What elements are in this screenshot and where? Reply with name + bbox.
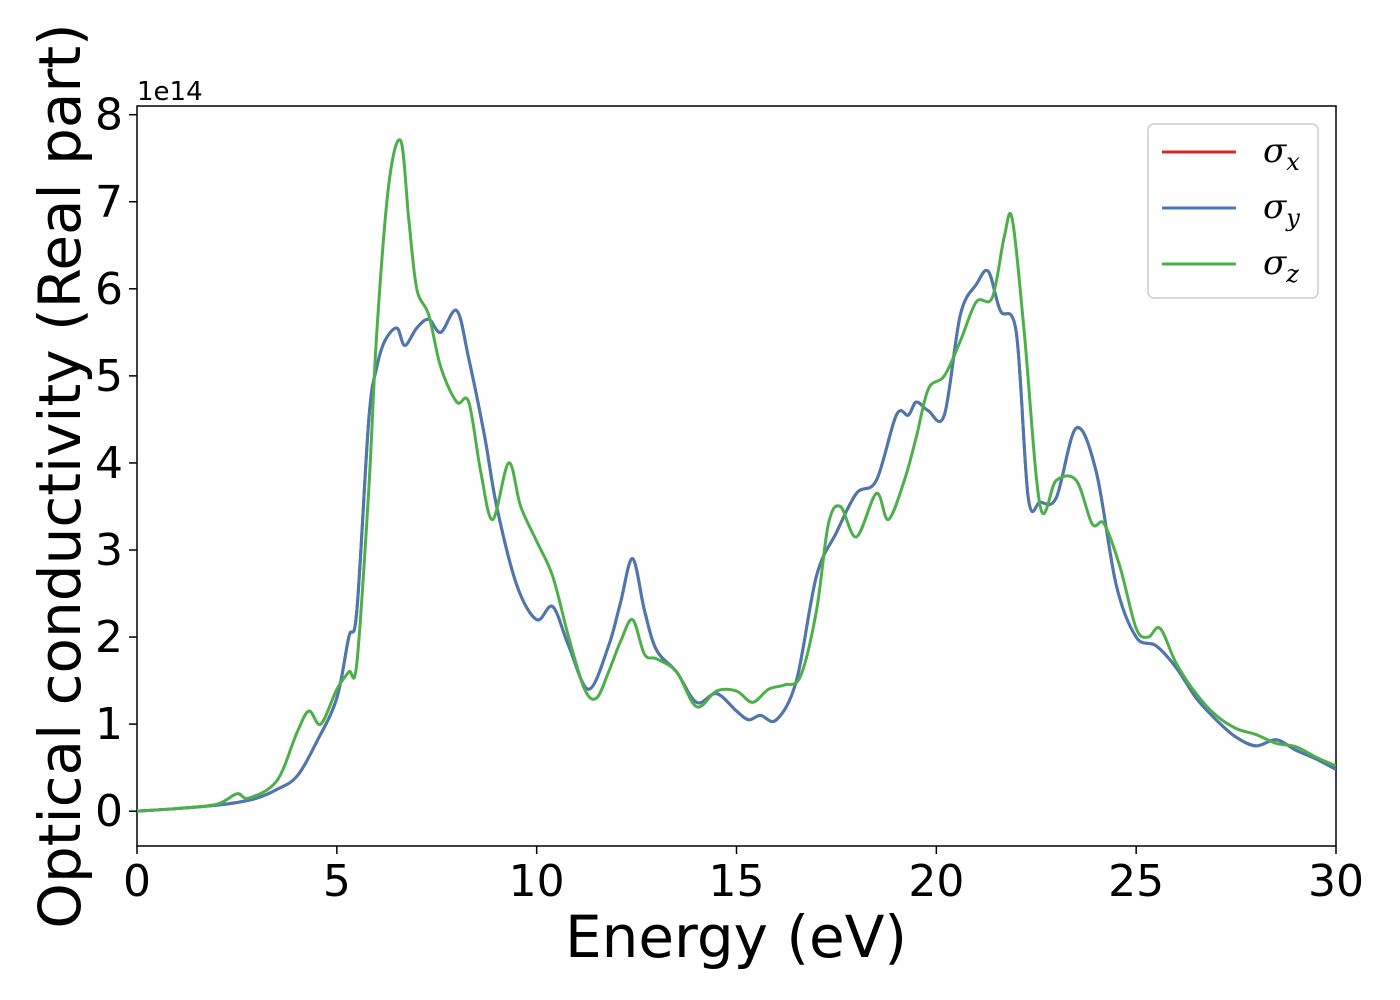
plot-area [136, 105, 1337, 847]
legend-frame [1147, 123, 1319, 299]
y-tick-label: 3 [95, 525, 123, 576]
legend: σx σy σz [1147, 123, 1319, 299]
legend-label-x: σx [1263, 131, 1300, 176]
y-tick-label: 5 [95, 351, 123, 402]
x-tick-label: 30 [1308, 856, 1364, 907]
y-tick-label: 0 [95, 786, 123, 837]
y-axis: 0 1 2 3 4 5 6 7 8 [95, 90, 137, 837]
legend-items: σx σy σz [1162, 131, 1300, 288]
x-axis: 0 5 10 15 20 25 30 [123, 846, 1364, 907]
y-offset-label: 1e14 [137, 77, 203, 107]
x-tick-label: 25 [1108, 856, 1164, 907]
legend-label-y: σy [1263, 187, 1300, 232]
y-tick-label: 4 [95, 438, 123, 489]
legend-label-z: σz [1263, 243, 1299, 288]
x-tick-label: 5 [323, 856, 351, 907]
x-axis-title: Energy (eV) [565, 903, 907, 971]
y-tick-label: 6 [95, 264, 123, 315]
x-tick-label: 10 [509, 856, 565, 907]
x-tick-label: 0 [123, 856, 151, 907]
y-tick-label: 2 [95, 612, 123, 663]
y-tick-label: 7 [95, 177, 123, 228]
x-tick-label: 15 [709, 856, 765, 907]
x-tick-label: 20 [908, 856, 964, 907]
series-layer [137, 138, 1336, 813]
y-tick-label: 1 [95, 699, 123, 750]
y-tick-label: 8 [95, 90, 123, 141]
y-axis-title: Optical conductivity (Real part) [26, 23, 94, 928]
series-line-z [137, 138, 1336, 813]
